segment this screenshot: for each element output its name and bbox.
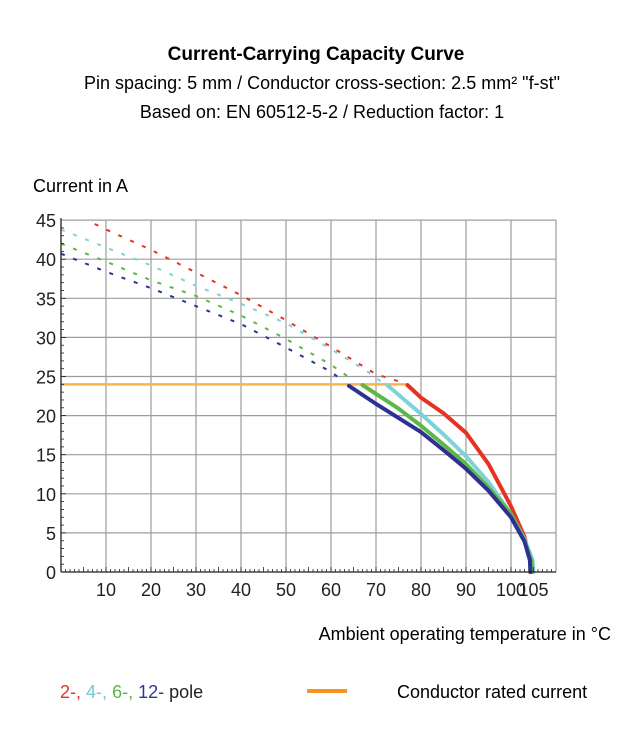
y-tick-label: 0: [46, 563, 56, 583]
series-lines: [60, 223, 536, 574]
series-12-pole-extrapolated: [60, 252, 343, 382]
x-tick-label: 50: [276, 580, 296, 600]
legend-pole-4: 4-,: [86, 682, 107, 702]
y-axis-label: Current in A: [33, 176, 128, 196]
legend-pole-12: 12-: [138, 682, 164, 702]
legend-pole-6: 6-,: [112, 682, 133, 702]
chart-subtitle-1: Pin spacing: 5 mm / Conductor cross-sect…: [84, 73, 560, 93]
chart-title: Current-Carrying Capacity Curve: [168, 44, 465, 65]
legend-poles: 2-, 4-, 6-, 12- pole: [60, 682, 203, 702]
y-tick-label: 15: [36, 446, 56, 466]
x-tick-label: 10: [96, 580, 116, 600]
legend-pole-2: 2-,: [60, 682, 81, 702]
y-tick-label: 5: [46, 524, 56, 544]
series-4-pole-extrapolated: [60, 228, 382, 382]
grid: [61, 219, 557, 572]
series-6-pole-extrapolated: [60, 242, 355, 382]
y-tick-label: 10: [36, 485, 56, 505]
y-tick-label: 25: [36, 368, 56, 388]
y-tick-label: 45: [36, 211, 56, 231]
legend: 2-, 4-, 6-, 12- pole Conductor rated cur…: [60, 682, 587, 702]
x-tick-label: 30: [186, 580, 206, 600]
series-2-pole-extrapolated: [94, 223, 404, 384]
legend-rated-label: Conductor rated current: [397, 682, 587, 702]
chart-subtitle-2: Based on: EN 60512-5-2 / Reduction facto…: [140, 102, 504, 122]
y-tick-label: 20: [36, 407, 56, 427]
legend-pole-suffix: pole: [169, 682, 203, 702]
y-tick-label: 35: [36, 289, 56, 309]
x-tick-label: 105: [518, 580, 548, 600]
x-tick-label: 20: [141, 580, 161, 600]
x-tick-label: 40: [231, 580, 251, 600]
x-tick-label: 90: [456, 580, 476, 600]
y-tick-label: 30: [36, 328, 56, 348]
series-12-pole-curve: [347, 383, 533, 574]
x-tick-label: 100: [496, 580, 526, 600]
x-tick-label: 60: [321, 580, 341, 600]
series-2-pole-curve: [405, 383, 534, 574]
x-tick-label: 80: [411, 580, 431, 600]
y-tick-label: 40: [36, 250, 56, 270]
x-axis-label: Ambient operating temperature in °C: [319, 624, 611, 644]
x-tick-label: 70: [366, 580, 386, 600]
